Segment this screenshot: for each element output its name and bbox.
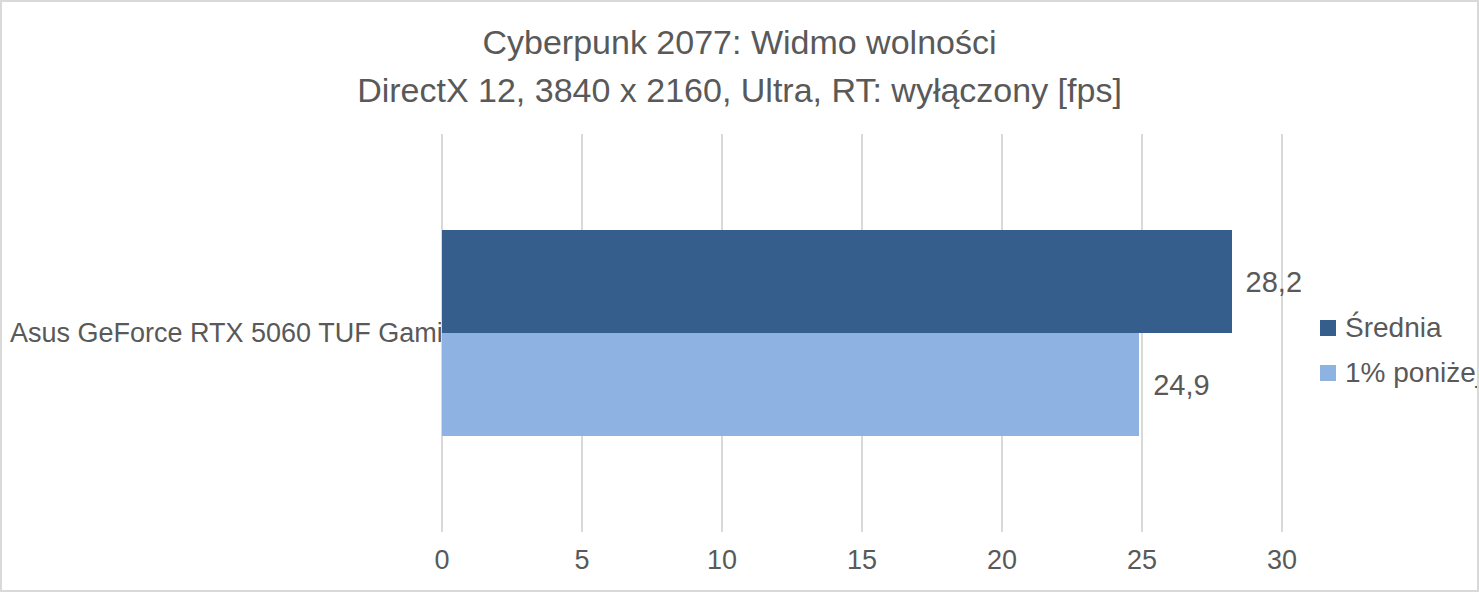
legend-swatch-1-percent-low bbox=[1320, 365, 1336, 381]
legend-label-1-percent-low: 1% poniżej bbox=[1345, 357, 1479, 389]
plot-area: 28,2 24,9 bbox=[442, 134, 1282, 532]
x-axis-tick-label: 0 bbox=[402, 545, 482, 576]
bar-1-percent-low-fps bbox=[442, 333, 1139, 436]
x-axis-tick-label: 25 bbox=[1102, 545, 1182, 576]
legend-item-1-percent-low: 1% poniżej bbox=[1320, 357, 1479, 389]
x-axis-tick-label: 30 bbox=[1242, 545, 1322, 576]
chart-subtitle: DirectX 12, 3840 x 2160, Ultra, RT: wyłą… bbox=[2, 66, 1477, 114]
x-axis-tick-label: 5 bbox=[542, 545, 622, 576]
x-axis-tick-label: 10 bbox=[682, 545, 762, 576]
x-axis-tick-label: 15 bbox=[822, 545, 902, 576]
chart-title: Cyberpunk 2077: Widmo wolności bbox=[2, 18, 1477, 66]
gridline bbox=[1141, 134, 1143, 532]
legend: Średnia 1% poniżej bbox=[1320, 312, 1479, 389]
bar-average-fps bbox=[442, 230, 1232, 333]
x-axis-tick-labels: 051015202530 bbox=[442, 545, 1282, 579]
benchmark-bar-chart: Cyberpunk 2077: Widmo wolności DirectX 1… bbox=[0, 0, 1479, 592]
legend-swatch-average bbox=[1320, 320, 1336, 336]
legend-label-average: Średnia bbox=[1345, 312, 1442, 344]
x-axis-tick-label: 20 bbox=[962, 545, 1042, 576]
category-axis-label: Asus GeForce RTX 5060 TUF Gaming OC bbox=[10, 318, 430, 349]
value-label-1-percent-low: 24,9 bbox=[1153, 369, 1209, 402]
chart-title-block: Cyberpunk 2077: Widmo wolności DirectX 1… bbox=[2, 18, 1477, 114]
value-label-average: 28,2 bbox=[1246, 266, 1302, 299]
legend-item-average: Średnia bbox=[1320, 312, 1479, 344]
gridline bbox=[1281, 134, 1283, 532]
